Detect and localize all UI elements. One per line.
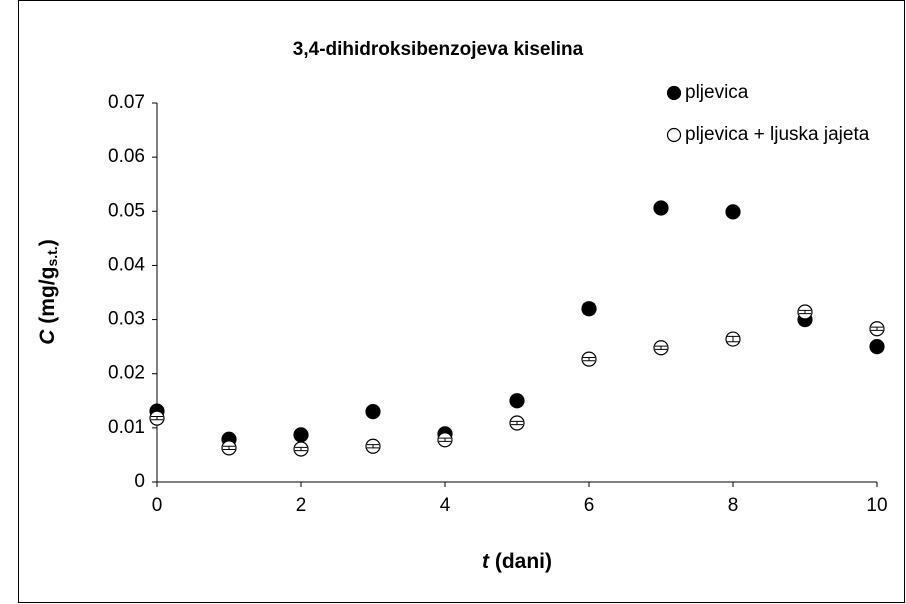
chart-border bbox=[18, 0, 905, 603]
y-tick-label: 0.03 bbox=[108, 309, 145, 330]
error-bar bbox=[295, 446, 307, 452]
error-bar bbox=[799, 309, 811, 315]
x-label-symbol: t bbox=[482, 550, 490, 573]
y-tick-label: 0.06 bbox=[108, 146, 145, 167]
y-label-subscript: s.t. bbox=[44, 246, 60, 266]
x-tick-label: 4 bbox=[440, 495, 451, 516]
x-axis-label: t (dani) bbox=[482, 550, 552, 573]
error-bar bbox=[439, 437, 451, 442]
y-tick-label: 0.04 bbox=[108, 254, 145, 275]
legend-label: pljevica bbox=[685, 82, 749, 103]
error-bar bbox=[367, 444, 379, 449]
y-tick-label: 0 bbox=[134, 471, 145, 492]
error-bar bbox=[583, 356, 595, 362]
marker-filled bbox=[581, 301, 597, 317]
y-label-symbol: C bbox=[36, 329, 59, 345]
error-bar bbox=[655, 345, 667, 350]
marker-filled bbox=[725, 204, 741, 220]
marker-filled bbox=[653, 200, 669, 216]
x-tick-label: 10 bbox=[866, 495, 887, 516]
y-tick-label: 0.05 bbox=[108, 200, 145, 221]
y-label-unit: (mg/g bbox=[36, 267, 59, 330]
x-tick-label: 8 bbox=[728, 495, 739, 516]
x-tick-label: 6 bbox=[584, 495, 595, 516]
y-label-close: ) bbox=[36, 239, 59, 246]
error-bar bbox=[151, 415, 163, 421]
marker-filled bbox=[509, 393, 525, 409]
y-axis-label: C (mg/gs.t.) bbox=[36, 239, 60, 344]
x-tick-label: 2 bbox=[296, 495, 307, 516]
x-tick-label: 0 bbox=[152, 495, 163, 516]
marker-filled bbox=[365, 404, 381, 420]
legend-marker bbox=[666, 85, 682, 101]
chart-title: 3,4-dihidroksibenzojeva kiselina bbox=[293, 39, 584, 60]
error-bar bbox=[511, 420, 523, 426]
legend-marker bbox=[666, 127, 682, 143]
x-label-rest: (dani) bbox=[489, 550, 552, 573]
marker-filled bbox=[869, 339, 885, 355]
y-tick-label: 0.07 bbox=[108, 92, 145, 113]
y-tick-label: 0.02 bbox=[108, 363, 145, 384]
error-bar bbox=[727, 335, 739, 343]
error-bar bbox=[871, 326, 883, 331]
error-bar bbox=[223, 445, 235, 451]
marker-filled bbox=[293, 427, 309, 443]
legend-label: pljevica + ljuska jajeta bbox=[685, 124, 870, 145]
y-tick-label: 0.01 bbox=[108, 417, 145, 438]
